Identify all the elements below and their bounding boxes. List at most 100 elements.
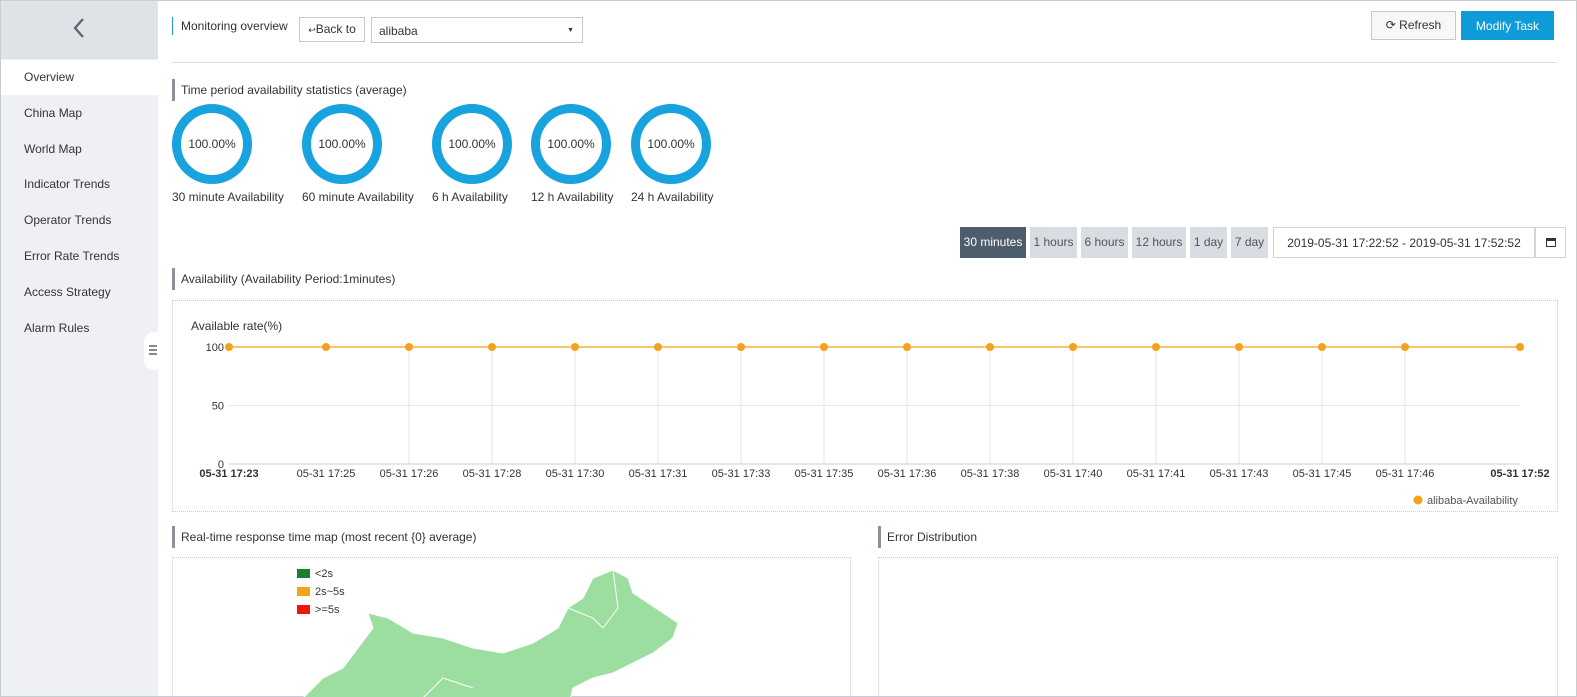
date-range[interactable]: 2019-05-31 17:22:52 - 2019-05-31 17:52:5… bbox=[1273, 227, 1535, 258]
x-tick-label: 05-31 17:30 bbox=[546, 468, 605, 480]
data-point bbox=[488, 343, 496, 351]
x-tick-label: 05-31 17:40 bbox=[1044, 468, 1103, 480]
legend-text: >=5s bbox=[315, 604, 340, 616]
menu-item[interactable]: Access Strategy bbox=[24, 284, 111, 299]
gauge-value: 100.00% bbox=[547, 137, 595, 151]
x-tick-label: 05-31 17:36 bbox=[878, 468, 937, 480]
section-title: Availability (Availability Period:1minut… bbox=[172, 268, 395, 290]
back-button[interactable]: ↩Back to bbox=[299, 17, 365, 42]
x-tick-label: 05-31 17:52 bbox=[1490, 468, 1549, 480]
gauge-value: 100.00% bbox=[647, 137, 695, 151]
back-text: Back to bbox=[315, 22, 356, 36]
legend-text: <2s bbox=[315, 568, 334, 580]
menu-item[interactable]: Operator Trends bbox=[24, 213, 112, 228]
gauge-label: 12 h Availability bbox=[531, 190, 614, 204]
data-point bbox=[903, 343, 911, 351]
menu-item[interactable]: Indicator Trends bbox=[24, 177, 111, 192]
data-point bbox=[654, 343, 662, 351]
x-tick-label: 05-31 17:45 bbox=[1293, 468, 1352, 480]
ring bbox=[631, 104, 711, 184]
chart: Available rate(%) 0 50 100 05-31 17:23 05-31 … bbox=[191, 319, 1550, 507]
data-point bbox=[571, 343, 579, 351]
sidebar-toggle[interactable] bbox=[144, 332, 164, 370]
map-box: <2s 2s~5s >=5s bbox=[172, 557, 851, 697]
legend-text: alibaba-Availability bbox=[1427, 495, 1518, 507]
menu-item[interactable]: Error Rate Trends bbox=[24, 249, 120, 263]
section-title: Real-time response time map (most recent… bbox=[172, 526, 476, 548]
ring bbox=[531, 104, 611, 184]
toggle-icon bbox=[149, 345, 157, 355]
gauge: 100.00% 12 h Availability bbox=[531, 104, 661, 204]
data-point bbox=[737, 343, 745, 351]
y-tick-label: 100 bbox=[206, 342, 224, 354]
range-button[interactable]: 6 hours bbox=[1081, 227, 1128, 258]
gauge-ring bbox=[302, 104, 382, 184]
select-text: alibaba bbox=[379, 24, 418, 38]
gauge-value: 100.00% bbox=[448, 137, 496, 151]
gauge-label: 60 minute Availability bbox=[302, 190, 414, 204]
refresh-icon: ⟳ bbox=[1385, 18, 1400, 32]
ring bbox=[432, 104, 512, 184]
legend-swatch bbox=[297, 605, 310, 614]
page-title: Monitoring overview bbox=[172, 17, 288, 35]
range-button[interactable]: 1 day bbox=[1190, 227, 1227, 258]
x-tick-label: 05-31 17:25 bbox=[297, 468, 356, 480]
range-button[interactable]: 12 hours bbox=[1132, 227, 1186, 258]
gauge: 100.00% 60 minute Availability bbox=[302, 104, 432, 204]
x-tick-label: 05-31 17:23 bbox=[199, 468, 258, 480]
gauge-ring bbox=[631, 104, 711, 184]
map-region bbox=[303, 569, 679, 697]
calendar-icon bbox=[1546, 238, 1556, 247]
gauge-label: 24 h Availability bbox=[631, 190, 714, 204]
gauge: 100.00% 24 h Availability bbox=[631, 104, 761, 204]
data-point bbox=[1401, 343, 1409, 351]
sidebar: Overview China Map World Map Indicator Tren… bbox=[1, 1, 158, 696]
ring bbox=[172, 104, 252, 184]
collapse-back[interactable] bbox=[1, 1, 158, 59]
data-point bbox=[820, 343, 828, 351]
error-box bbox=[878, 557, 1558, 697]
gauge-ring bbox=[531, 104, 611, 184]
range-button[interactable]: 7 day bbox=[1231, 227, 1268, 258]
x-tick-label: 05-31 17:35 bbox=[795, 468, 854, 480]
task-select[interactable]: alibaba ▼ bbox=[371, 17, 583, 43]
gauge-ring bbox=[172, 104, 252, 184]
chart-box: Available rate(%) 0 50 100 05-31 17:23 05-31 … bbox=[172, 300, 1558, 512]
section-title: Error Distribution bbox=[878, 526, 977, 548]
data-point bbox=[986, 343, 994, 351]
legend-marker bbox=[1413, 495, 1423, 505]
menu-item[interactable]: Alarm Rules bbox=[24, 320, 90, 335]
data-point bbox=[322, 343, 330, 351]
map-border bbox=[423, 569, 619, 697]
back-arrow: ↩ bbox=[308, 25, 316, 35]
modify-button[interactable]: Modify Task bbox=[1461, 11, 1554, 40]
gauge: 100.00% 6 h Availability bbox=[432, 104, 562, 204]
chevron-icon bbox=[73, 18, 84, 38]
refresh-text: Refresh bbox=[1399, 18, 1442, 32]
gauge-value: 100.00% bbox=[188, 137, 236, 151]
x-tick-label: 05-31 17:46 bbox=[1376, 468, 1435, 480]
gauge: 100.00% 30 minute Availability bbox=[172, 104, 302, 204]
x-tick-label: 05-31 17:33 bbox=[712, 468, 771, 480]
x-tick-label: 05-31 17:38 bbox=[961, 468, 1020, 480]
x-tick-label: 05-31 17:28 bbox=[463, 468, 522, 480]
range-button[interactable]: 1 hours bbox=[1030, 227, 1077, 258]
y-tick-label: 0 bbox=[218, 459, 224, 471]
refresh-button[interactable]: ⟳ Refresh bbox=[1371, 11, 1456, 40]
menu-item[interactable]: World Map bbox=[24, 141, 82, 156]
menu-item[interactable]: Overview bbox=[1, 60, 158, 95]
data-point bbox=[1318, 343, 1326, 351]
section-title: Time period availability statistics (ave… bbox=[172, 79, 407, 101]
calendar-button[interactable] bbox=[1535, 227, 1566, 258]
y-tick-label: 50 bbox=[212, 401, 224, 413]
gauge-value: 100.00% bbox=[318, 137, 366, 151]
ring bbox=[302, 104, 382, 184]
legend-swatch bbox=[297, 569, 310, 578]
map bbox=[303, 569, 679, 697]
select-caret: ▼ bbox=[567, 27, 574, 34]
range-button[interactable]: 30 minutes bbox=[960, 227, 1026, 258]
gauge-ring bbox=[432, 104, 512, 184]
data-point bbox=[225, 343, 233, 351]
menu-item[interactable]: China Map bbox=[24, 105, 83, 120]
